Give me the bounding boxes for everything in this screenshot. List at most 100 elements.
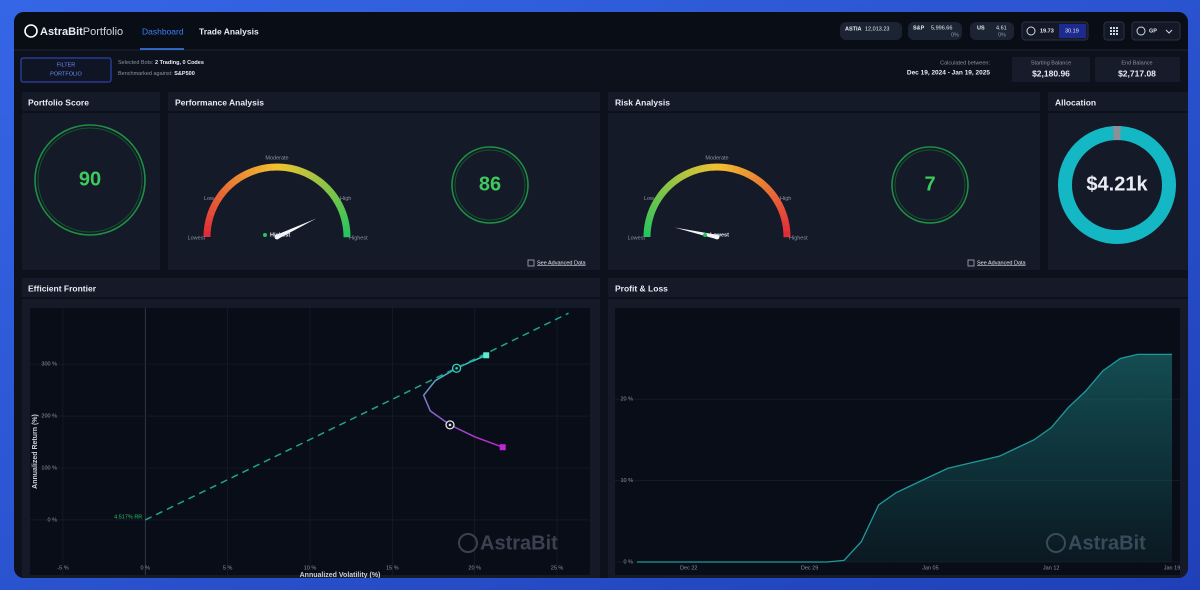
score-ring [891,146,969,224]
x-axis-label: Annualized Volatility (%) [300,572,381,579]
gauge-arc [770,193,780,203]
gauge-arc [767,189,777,199]
gauge-arc [217,189,227,198]
gauge-arc [645,214,654,222]
gauge-arc [205,214,214,222]
watermark-logo [458,533,478,553]
balance-label: Starting Balance [1031,60,1071,66]
value: S&P500 [174,71,195,77]
gauge-arc [311,174,321,184]
user-menu[interactable] [1131,21,1181,41]
brand-suffix: Portfolio [83,26,123,38]
gauge-arc [760,181,770,191]
marker [483,352,490,359]
score-ring-inner [454,149,526,221]
value: 2 Trading, 0 Codes [155,60,204,66]
advanced-icon [527,259,535,267]
gauge-arc [727,164,735,173]
gauge-arc [233,174,243,184]
gauge-arc [649,203,658,212]
x-tick-label: Jan 19 [1164,565,1181,571]
advanced-data-link[interactable]: See Advanced Data [537,260,587,266]
gauge-arc [330,193,340,203]
gauge-arc [665,180,675,190]
y-tick-label: 300 % [41,362,57,368]
gauge-label: Lowest [188,235,206,241]
gauge-arc [221,184,231,194]
x-tick-label: Jan 12 [1043,565,1060,571]
x-tick-label: Dec 29 [801,565,818,571]
gauge-arc [673,174,683,184]
gauge-arc [341,219,350,227]
score-ring [34,124,146,236]
score-value: 90 [79,168,101,190]
filter-button[interactable] [20,57,112,83]
chevron [1165,29,1173,34]
gauge-arc [651,198,661,207]
gauge-arc [661,184,671,194]
stat-value: 30.19 [1065,28,1079,34]
gauge-arc [678,171,688,181]
panel-title: Allocation [1055,97,1096,107]
gauge-label: High [780,196,791,202]
nav-trade-analysis[interactable]: Trade Analysis [199,26,259,36]
gauge-arc [209,203,218,212]
selected-bots: Selected Bots: 2 Trading, 0 Codes [118,60,204,66]
ticker-pill[interactable] [970,22,1014,40]
gauge-arc [214,193,224,203]
y-tick-label: 0 % [48,517,58,523]
nav-dashboard[interactable]: Dashboard [142,26,184,36]
balance-box [1012,57,1090,82]
stat-highlight [1059,24,1086,38]
ticker-pill[interactable] [840,22,902,40]
needle-hub [714,234,720,240]
gauge-arc [699,164,707,173]
score-ring-inner [894,149,966,221]
gauge-arc [644,219,653,227]
pnl-line [637,353,1172,563]
balance-value: $2,180.96 [1032,68,1070,78]
gauge-arc [292,165,300,174]
panel-title: Portfolio Score [28,97,89,107]
gauge-legend: Highest [270,232,290,238]
gauge-arc [643,225,652,232]
logo[interactable]: AstraBitPortfolio [40,26,123,38]
stats-icon [1026,26,1036,36]
gauge-arc [211,198,221,207]
gauge-arc [764,185,774,195]
panel-header-rule [22,111,1188,299]
gauge-label: Moderate [265,155,288,161]
stat-value: 19.73 [1040,28,1054,34]
benchmark: Benchmarked against: S&P500 [118,71,195,77]
watermark: AstraBit [480,532,558,554]
gauge-arc [722,163,729,172]
score-ring-inner [37,127,143,233]
advanced-data-link[interactable]: See Advanced Data [977,260,1027,266]
panel-title: Risk Analysis [615,97,670,107]
y-tick-label: 10 % [620,478,633,484]
gauge-arc [229,177,239,187]
x-tick-label: 15 % [386,565,399,571]
gauge-arc [742,169,751,178]
gauge-arc [751,174,761,184]
x-tick-label: 0 % [141,565,151,571]
gauge-arc [669,177,679,187]
gauge-arc [297,167,306,176]
gauge-arc [342,225,351,233]
gauge-arc [204,219,213,227]
allocation-total: $4.21k [1086,173,1148,195]
marker-center [448,423,452,427]
ticker-pill[interactable] [908,22,962,40]
gauge-label: Moderate [705,155,728,161]
gauge-arc [207,208,216,217]
score-value: 86 [479,173,501,195]
ticker-change: 0% [998,32,1006,38]
user-initials: GP [1149,28,1157,34]
gauge-label: Highest [789,235,808,241]
x-tick-label: 5 % [223,565,233,571]
gauge-label: Low [644,196,654,202]
legend-dot [263,233,267,237]
y-tick-label: 200 % [41,413,57,419]
ticker-symbol: S&P [913,25,925,31]
pnl-area [637,354,1172,562]
